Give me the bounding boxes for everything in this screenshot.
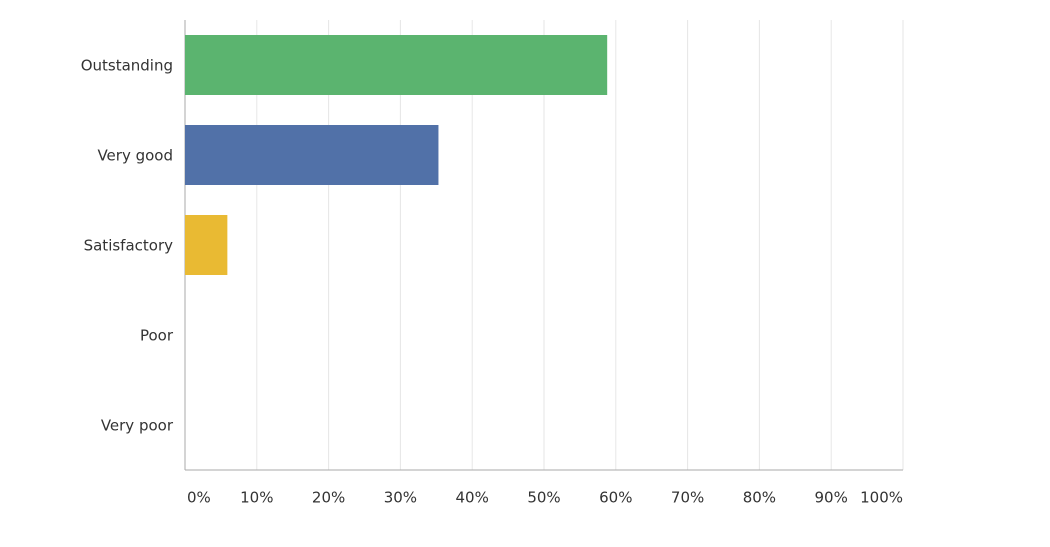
bar <box>185 215 228 275</box>
x-tick-label: 40% <box>456 489 489 507</box>
y-tick-label: Very poor <box>101 417 174 435</box>
bar <box>185 35 608 95</box>
y-tick-label: Satisfactory <box>84 237 174 255</box>
x-tick-label: 80% <box>743 489 776 507</box>
x-tick-label: 90% <box>815 489 848 507</box>
x-tick-label: 30% <box>384 489 417 507</box>
y-tick-label: Outstanding <box>81 57 173 75</box>
y-tick-label: Poor <box>140 327 174 345</box>
x-tick-label: 10% <box>240 489 273 507</box>
x-tick-label: 0% <box>187 489 211 507</box>
bar <box>185 125 439 185</box>
x-tick-label: 70% <box>671 489 704 507</box>
x-tick-label: 60% <box>599 489 632 507</box>
x-tick-label: 50% <box>527 489 560 507</box>
y-tick-label: Very good <box>97 147 173 165</box>
x-tick-label: 100% <box>860 489 903 507</box>
x-tick-label: 20% <box>312 489 345 507</box>
